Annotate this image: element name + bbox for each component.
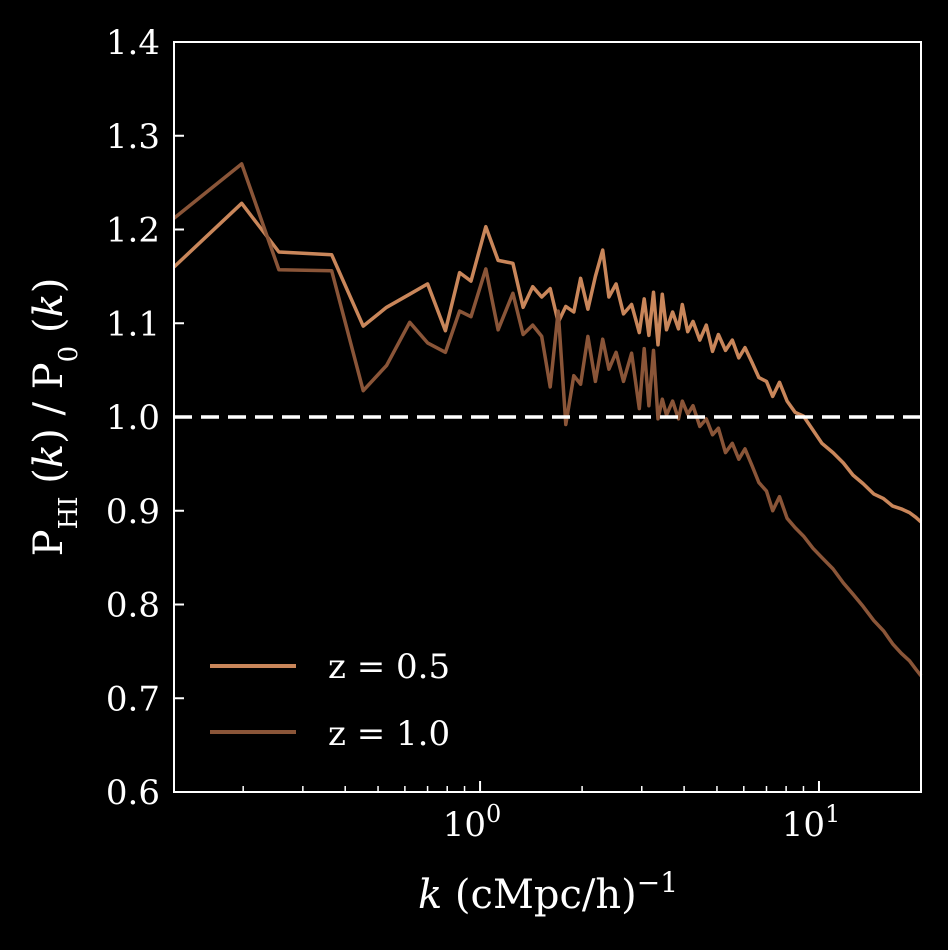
y-tick-label: 1.2 [106,211,160,251]
y-axis-title: PHI (k) / P0 (k) [26,278,84,557]
legend: z = 0.5 z = 1.0 [210,647,450,754]
x-axis-title-sup: −1 [637,866,678,899]
y-tick-label: 1.1 [106,304,160,344]
y-tick-label: 0.6 [106,773,160,813]
series-layer [172,162,923,677]
y-axis-title-sub2: 0 [54,346,84,363]
y-tick-label: 1.0 [106,398,160,438]
y-axis-title-mid3: ( [26,318,72,346]
y-axis-title-mid2: ) / P [26,362,72,443]
x-tick-label: 100 [443,800,502,845]
legend-label-z05: z = 0.5 [328,647,450,687]
ticks-layer: 0.6 0.7 0.8 0.9 1.0 1.1 1.2 1.3 1.4 100 101 [106,23,840,845]
y-tick-label: 1.4 [106,23,160,63]
y-axis-title-mid1: ( [26,468,72,496]
x-tick-label: 101 [782,800,841,845]
y-tick-label: 1.3 [106,117,160,157]
series-line-1 [172,162,923,677]
y-axis-title-k2: k [26,293,72,317]
x-axis-title-rest: (cMpc/h) [442,872,637,918]
legend-label-z10: z = 1.0 [328,714,450,754]
y-axis-title-sub1: HI [54,496,84,529]
x-axis-title-italic: k [418,872,442,918]
y-axis-title-end: ) [26,278,72,294]
y-tick-label: 0.8 [106,586,160,626]
x-axis-title: k (cMpc/h)−1 [418,866,678,919]
series-line-0 [172,201,923,524]
y-tick-label: 0.9 [106,492,160,532]
y-axis-title-k1: k [26,444,72,468]
y-tick-label: 0.7 [106,679,160,719]
y-axis-title-p1: P [26,529,72,556]
